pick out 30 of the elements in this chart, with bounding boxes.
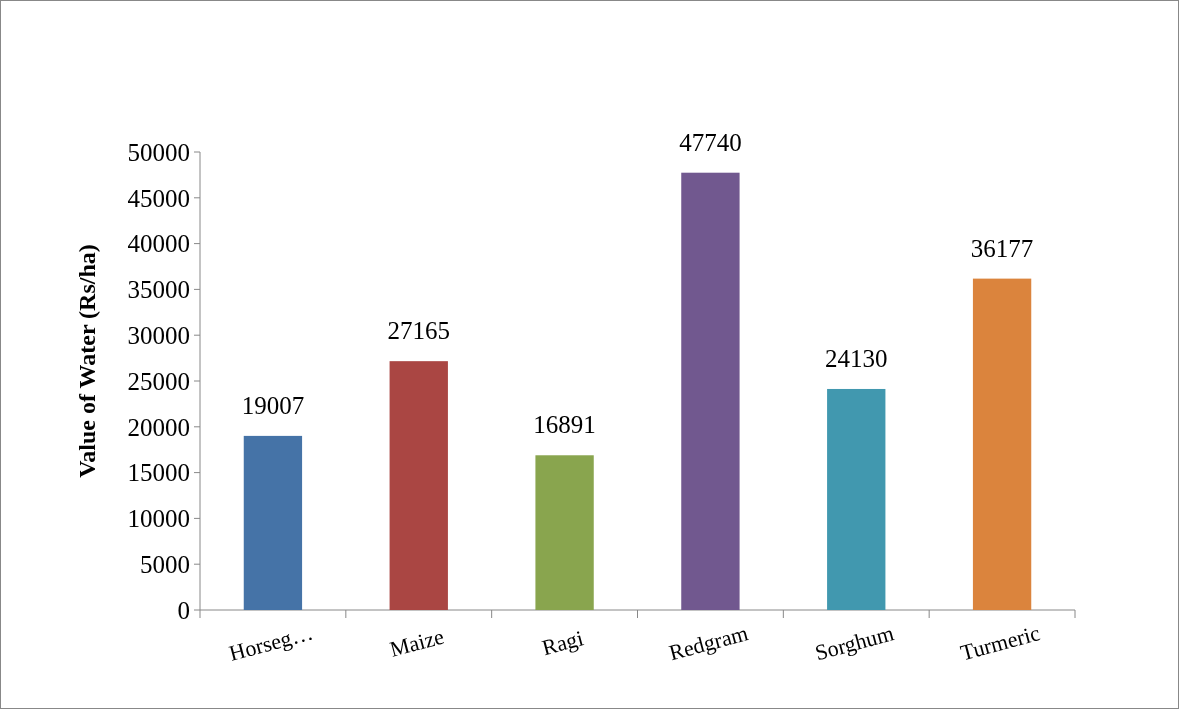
y-tick-label: 50000 (127, 138, 190, 166)
data-label: 16891 (533, 411, 596, 439)
bar (535, 455, 594, 610)
x-tick-label: Horseg… (226, 619, 316, 666)
y-tick-label: 10000 (127, 505, 190, 533)
bar (972, 278, 1032, 610)
y-tick-label: 15000 (127, 459, 190, 487)
x-tick-label: Sorghum (812, 620, 897, 666)
data-label: 47740 (679, 128, 742, 156)
y-tick-label: 20000 (127, 413, 190, 441)
x-tick-label: Redgram (666, 620, 751, 666)
x-tick-label: Ragi (539, 625, 586, 661)
y-tick-label: 30000 (127, 321, 190, 349)
y-tick-label: 40000 (127, 230, 190, 258)
x-tick-label: Maize (387, 623, 447, 662)
bar (389, 361, 448, 610)
y-tick-label: 25000 (127, 367, 190, 395)
bar (243, 435, 303, 610)
y-tick-label: 45000 (127, 184, 190, 212)
x-tick-label: Turmeric (957, 620, 1043, 666)
data-label: 36177 (970, 234, 1034, 262)
bar (827, 388, 886, 610)
y-axis-title: Value of Water (Rs/ha) (74, 244, 100, 478)
y-tick-label: 0 (177, 596, 190, 624)
data-label: 27165 (387, 317, 450, 345)
y-tick-label: 5000 (140, 550, 190, 578)
data-label: 24130 (825, 344, 888, 372)
y-tick-label: 35000 (127, 276, 190, 304)
bar (681, 172, 740, 610)
data-label: 19007 (241, 391, 305, 419)
